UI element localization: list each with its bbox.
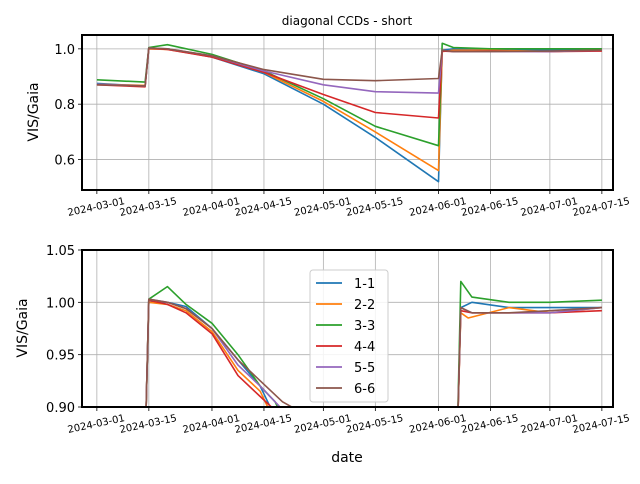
legend-box bbox=[309, 269, 389, 403]
series-line-6-6 bbox=[96, 47, 602, 87]
y-tick-label: 0.90 bbox=[46, 401, 75, 416]
x-tick-label: 2024-05-15 bbox=[345, 196, 404, 219]
top-y-axis-label: VIS/Gaia bbox=[26, 82, 42, 141]
top-plot-frame bbox=[81, 34, 614, 191]
bottom-y-ticks: 0.90 0.95 1.00 1.05 bbox=[46, 244, 82, 416]
series-line-6-6 bbox=[145, 298, 602, 407]
y-tick-label: 0.6 bbox=[54, 154, 75, 169]
x-tick-label: 2024-07-01 bbox=[520, 196, 579, 219]
y-tick-label: 1.0 bbox=[54, 43, 75, 58]
series-line-5-5 bbox=[96, 47, 602, 94]
legend-label: 3-3 bbox=[354, 319, 375, 334]
x-tick-label: 2024-06-01 bbox=[408, 413, 467, 436]
x-tick-label: 2024-05-01 bbox=[293, 196, 352, 219]
x-tick-label: 2024-05-01 bbox=[293, 413, 352, 436]
series-line-3-3 bbox=[96, 42, 602, 147]
y-tick-label: 0.8 bbox=[54, 98, 75, 113]
y-tick-label: 0.95 bbox=[46, 349, 75, 364]
legend: 1-1 2-2 3-3 4-4 5-5 6-6 bbox=[309, 269, 389, 403]
bottom-plot-frame bbox=[81, 249, 614, 408]
top-series-group bbox=[96, 42, 602, 183]
series-line-4-4 bbox=[96, 47, 602, 119]
series-line-2-2 bbox=[96, 47, 602, 172]
x-tick-label: 2024-03-01 bbox=[67, 196, 126, 219]
legend-label: 1-1 bbox=[354, 277, 375, 292]
x-tick-label: 2024-04-01 bbox=[182, 196, 241, 219]
bottom-series-group bbox=[145, 280, 602, 407]
x-tick-label: 2024-05-15 bbox=[345, 413, 404, 436]
x-tick-label: 2024-03-01 bbox=[67, 413, 126, 436]
y-tick-label: 1.05 bbox=[46, 244, 75, 259]
legend-label: 6-6 bbox=[354, 382, 375, 397]
legend-label: 5-5 bbox=[354, 361, 375, 376]
x-tick-label: 2024-04-15 bbox=[234, 196, 293, 219]
x-tick-label: 2024-07-15 bbox=[572, 413, 631, 436]
x-tick-label: 2024-06-15 bbox=[460, 413, 519, 436]
top-grid bbox=[82, 35, 613, 190]
x-tick-label: 2024-06-15 bbox=[460, 196, 519, 219]
top-y-ticks: 0.6 0.8 1.0 bbox=[54, 43, 82, 169]
x-tick-label: 2024-04-15 bbox=[234, 413, 293, 436]
bottom-x-axis-label: date bbox=[331, 450, 363, 466]
x-tick-label: 2024-03-15 bbox=[119, 413, 178, 436]
top-chart-title: diagonal CCDs - short bbox=[282, 14, 413, 28]
x-tick-label: 2024-07-01 bbox=[520, 413, 579, 436]
y-tick-label: 1.00 bbox=[46, 296, 75, 311]
x-tick-label: 2024-04-01 bbox=[182, 413, 241, 436]
x-tick-label: 2024-03-15 bbox=[119, 196, 178, 219]
x-tick-label: 2024-06-01 bbox=[408, 196, 467, 219]
series-line-1-1 bbox=[96, 47, 602, 183]
legend-label: 2-2 bbox=[354, 298, 375, 313]
legend-label: 4-4 bbox=[354, 340, 375, 355]
x-tick-label: 2024-07-15 bbox=[572, 196, 631, 219]
bottom-y-axis-label: VIS/Gaia bbox=[15, 298, 31, 357]
